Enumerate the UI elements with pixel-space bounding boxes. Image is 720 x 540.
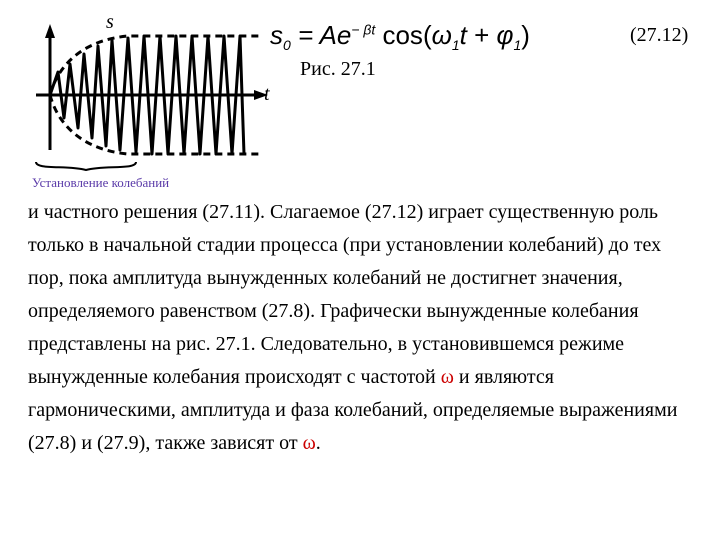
eq-exp: − βt bbox=[351, 21, 375, 37]
eq-s-sub: 0 bbox=[283, 37, 291, 53]
body-part-3: . bbox=[316, 432, 321, 454]
eq-rparen: ) bbox=[521, 20, 530, 50]
omega-inline-2: ω bbox=[303, 432, 316, 454]
page: s t Установление колебаний s0 = Ae− βt c… bbox=[0, 0, 720, 540]
eq-s: s bbox=[270, 20, 283, 50]
eq-plus: + bbox=[467, 20, 497, 50]
equation-text: s0 = Ae− βt cos(ω1t + φ1) bbox=[270, 20, 530, 50]
eq-lparen: ( bbox=[423, 20, 432, 50]
eq-omega-sub: 1 bbox=[452, 37, 460, 53]
eq-eq: = bbox=[291, 20, 320, 50]
equation-27-12: s0 = Ae− βt cos(ω1t + φ1) bbox=[270, 20, 610, 53]
axis-label-y: s bbox=[106, 11, 114, 33]
eq-phi: φ bbox=[497, 20, 514, 50]
body-part-1: и частного решения (27.11). Слагаемое (2… bbox=[28, 201, 661, 388]
oscillation-plot: s t bbox=[28, 10, 288, 175]
eq-e: e bbox=[337, 20, 351, 50]
equation-number: (27.12) bbox=[630, 24, 688, 47]
body-paragraph: и частного решения (27.11). Слагаемое (2… bbox=[28, 196, 698, 460]
eq-exp-minus: − bbox=[351, 21, 363, 37]
transient-label: Установление колебаний bbox=[32, 175, 169, 191]
eq-t: t bbox=[460, 20, 467, 50]
eq-cos: cos bbox=[375, 20, 423, 50]
figure-oscillation: s t bbox=[28, 10, 288, 180]
figure-caption: Рис. 27.1 bbox=[300, 58, 376, 81]
eq-omega: ω bbox=[432, 20, 452, 50]
omega-inline-1: ω bbox=[441, 366, 454, 388]
eq-A: A bbox=[319, 20, 336, 50]
